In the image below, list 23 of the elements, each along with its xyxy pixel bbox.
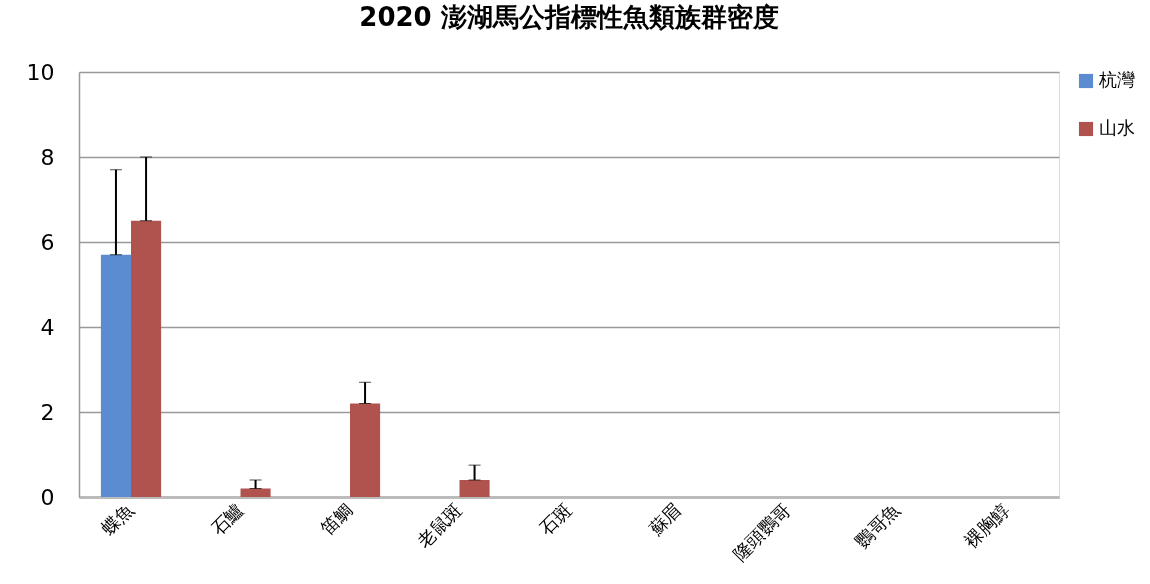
x-tick-label: 笛鯛 <box>316 499 357 540</box>
y-tick-label: 10 <box>26 59 55 85</box>
x-tick-label: 蝶魚 <box>97 499 138 540</box>
x-tick-label: 老鼠斑 <box>412 499 466 553</box>
chart-title: 2020 澎湖馬公指標性魚類族群密度 <box>359 2 779 32</box>
x-tick-label: 石鱸 <box>206 499 247 540</box>
legend-label: 山水 <box>1099 117 1135 138</box>
x-tick-label: 鸚哥魚 <box>850 499 904 553</box>
x-tick-label: 蘇眉 <box>644 499 685 540</box>
y-tick-label: 2 <box>40 399 55 425</box>
bar <box>350 403 381 497</box>
y-tick-label: 6 <box>40 229 55 255</box>
bar <box>240 488 271 497</box>
bar <box>459 480 490 497</box>
bar <box>100 254 132 497</box>
y-tick-label: 4 <box>40 314 55 340</box>
legend-label: 杭灣 <box>1098 69 1135 90</box>
x-tick-label: 隆頭鸚哥 <box>728 499 795 565</box>
x-tick-label: 裸胸鯙 <box>960 499 1014 553</box>
bar <box>131 220 162 497</box>
x-tick-label: 石斑 <box>535 499 576 540</box>
y-tick-label: 8 <box>40 144 55 170</box>
y-tick-label: 0 <box>40 484 55 510</box>
